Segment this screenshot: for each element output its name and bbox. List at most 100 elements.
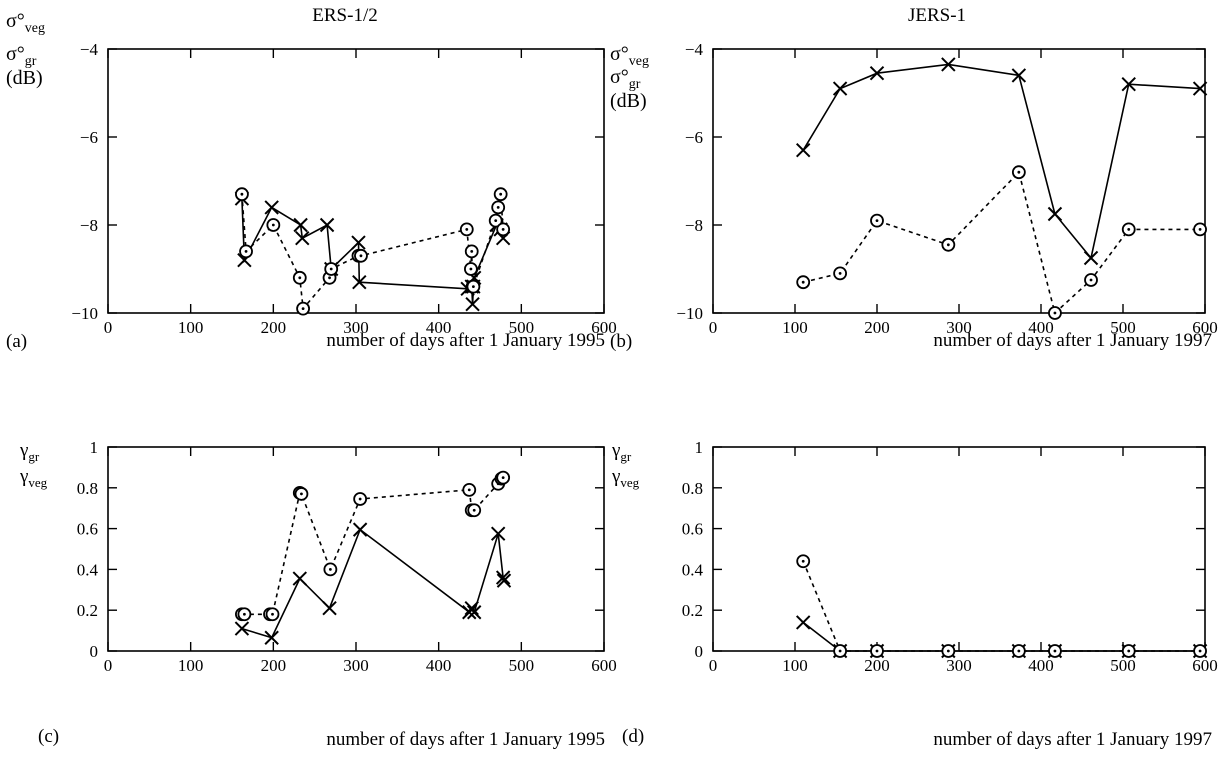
circle-marker bbox=[796, 554, 811, 569]
x-tick-label: 0 bbox=[104, 318, 113, 337]
circle-marker-dot bbox=[467, 488, 471, 492]
x-tick-label: 600 bbox=[591, 318, 617, 337]
x-axis-label: number of days after 1 January 1997 bbox=[933, 729, 1212, 750]
x-tick-label: 400 bbox=[426, 318, 452, 337]
circle-marker-dot bbox=[875, 219, 879, 223]
x-tick-label: 100 bbox=[782, 656, 808, 675]
x-tick-label: 600 bbox=[1192, 656, 1218, 675]
circle-marker-dot bbox=[501, 476, 505, 479]
x-marker bbox=[322, 600, 337, 616]
column-title-ers: ERS-1/2 bbox=[312, 5, 377, 26]
plot-frame bbox=[107, 48, 605, 314]
x-marker bbox=[464, 600, 479, 616]
circle-marker-dot bbox=[838, 272, 842, 275]
y-tick-label: 0.6 bbox=[77, 520, 98, 539]
x-marker bbox=[795, 142, 811, 158]
circle-marker bbox=[294, 487, 309, 501]
x-marker bbox=[462, 605, 477, 620]
panel-label: (a) bbox=[6, 331, 27, 352]
circle-marker-dot bbox=[494, 219, 498, 223]
series-o-dashed bbox=[235, 470, 511, 622]
x-tick-label: 400 bbox=[426, 656, 452, 675]
x-marker bbox=[292, 571, 307, 586]
x-marker bbox=[795, 615, 811, 630]
x-tick-label: 100 bbox=[782, 318, 808, 337]
circle-marker-dot bbox=[1017, 649, 1021, 653]
series-line bbox=[241, 198, 504, 305]
y-tick-label: 0.4 bbox=[77, 560, 99, 579]
x-marker bbox=[319, 217, 335, 233]
circle-marker bbox=[1048, 306, 1062, 320]
x-tick-label: 600 bbox=[1192, 318, 1218, 337]
plot-frame bbox=[712, 48, 1206, 314]
x-axis-label: number of days after 1 January 1995 bbox=[326, 330, 605, 351]
series-x-solid bbox=[795, 57, 1208, 266]
y-tick-label: −8 bbox=[80, 216, 98, 235]
circle-marker-dot bbox=[1198, 649, 1202, 653]
panel-c: 0 100 200 300 400 500 600 0 0.2 0.4 0.6 0.8 1 number … bbox=[19, 438, 617, 750]
y-tick-label: 1 bbox=[695, 438, 704, 457]
circle-marker bbox=[833, 644, 847, 658]
circle-marker bbox=[353, 492, 368, 506]
x-tick-label: 0 bbox=[709, 318, 718, 337]
circle-marker bbox=[459, 222, 474, 237]
x-marker bbox=[234, 621, 250, 636]
circle-marker bbox=[235, 187, 249, 202]
x-marker bbox=[941, 57, 956, 72]
y-axis-label-line: (dB) bbox=[6, 67, 43, 89]
panel-label: (d) bbox=[622, 726, 644, 747]
circle-marker-dot bbox=[499, 192, 503, 196]
y-tick-label: −8 bbox=[685, 216, 703, 235]
circle-marker bbox=[239, 244, 253, 259]
x-marker bbox=[351, 235, 366, 250]
circle-marker-dot bbox=[801, 559, 805, 563]
y-axis-label-line: σ°veg bbox=[6, 10, 45, 36]
x-tick-label: 500 bbox=[1110, 656, 1136, 675]
series-line bbox=[802, 560, 1201, 652]
y-tick-label: 0.4 bbox=[682, 560, 704, 579]
x-marker bbox=[832, 81, 848, 96]
plot-frame bbox=[712, 446, 1206, 652]
x-marker bbox=[293, 217, 308, 233]
series-line bbox=[241, 194, 504, 311]
x-marker bbox=[264, 200, 279, 215]
circle-marker bbox=[323, 562, 338, 577]
x-tick-label: 300 bbox=[946, 656, 972, 675]
circle-marker bbox=[1011, 165, 1026, 180]
circle-marker-dot bbox=[271, 223, 275, 227]
x-tick-label: 100 bbox=[178, 318, 204, 337]
x-marker bbox=[1011, 68, 1027, 83]
y-tick-label: 0.2 bbox=[682, 601, 703, 620]
y-tick-label: 0.6 bbox=[682, 520, 703, 539]
series-line bbox=[802, 621, 1201, 652]
circle-marker-dot bbox=[301, 307, 305, 310]
y-axis-label-line: σ°veg bbox=[610, 43, 649, 69]
x-marker bbox=[1047, 206, 1063, 222]
x-marker bbox=[465, 296, 480, 312]
circle-marker bbox=[466, 279, 481, 294]
circle-marker bbox=[266, 218, 281, 232]
x-marker bbox=[1192, 81, 1208, 96]
y-axis-label-line: σ°gr bbox=[610, 66, 641, 92]
circle-marker-dot bbox=[470, 250, 474, 253]
circle-marker-dot bbox=[946, 243, 950, 247]
x-marker bbox=[295, 230, 310, 246]
y-tick-label: 0 bbox=[695, 642, 704, 661]
x-tick-label: 300 bbox=[343, 318, 369, 337]
circle-marker bbox=[467, 503, 482, 518]
circle-marker-dot bbox=[472, 508, 476, 512]
circle-marker-dot bbox=[359, 254, 363, 258]
circle-marker-dot bbox=[465, 228, 469, 231]
circle-marker bbox=[496, 470, 511, 485]
circle-marker bbox=[493, 187, 508, 202]
circle-marker-dot bbox=[1127, 649, 1131, 653]
circle-marker-dot bbox=[298, 276, 302, 280]
circle-marker bbox=[488, 213, 503, 228]
x-tick-label: 400 bbox=[1028, 656, 1054, 675]
circle-marker bbox=[1048, 644, 1062, 658]
circle-marker-dot bbox=[471, 285, 475, 288]
circle-marker-dot bbox=[875, 649, 879, 653]
circle-marker bbox=[870, 213, 884, 228]
circle-marker bbox=[296, 301, 310, 316]
